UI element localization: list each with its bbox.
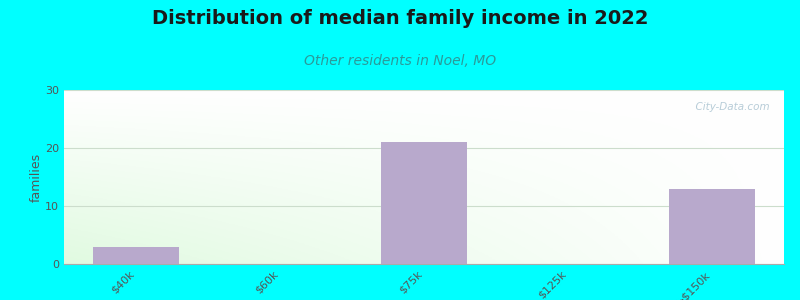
- Text: City-Data.com: City-Data.com: [689, 102, 770, 112]
- Text: Other residents in Noel, MO: Other residents in Noel, MO: [304, 54, 496, 68]
- Bar: [669, 189, 755, 264]
- Y-axis label: families: families: [30, 152, 42, 202]
- Bar: [381, 142, 467, 264]
- Bar: [93, 247, 179, 264]
- Text: Distribution of median family income in 2022: Distribution of median family income in …: [152, 9, 648, 28]
